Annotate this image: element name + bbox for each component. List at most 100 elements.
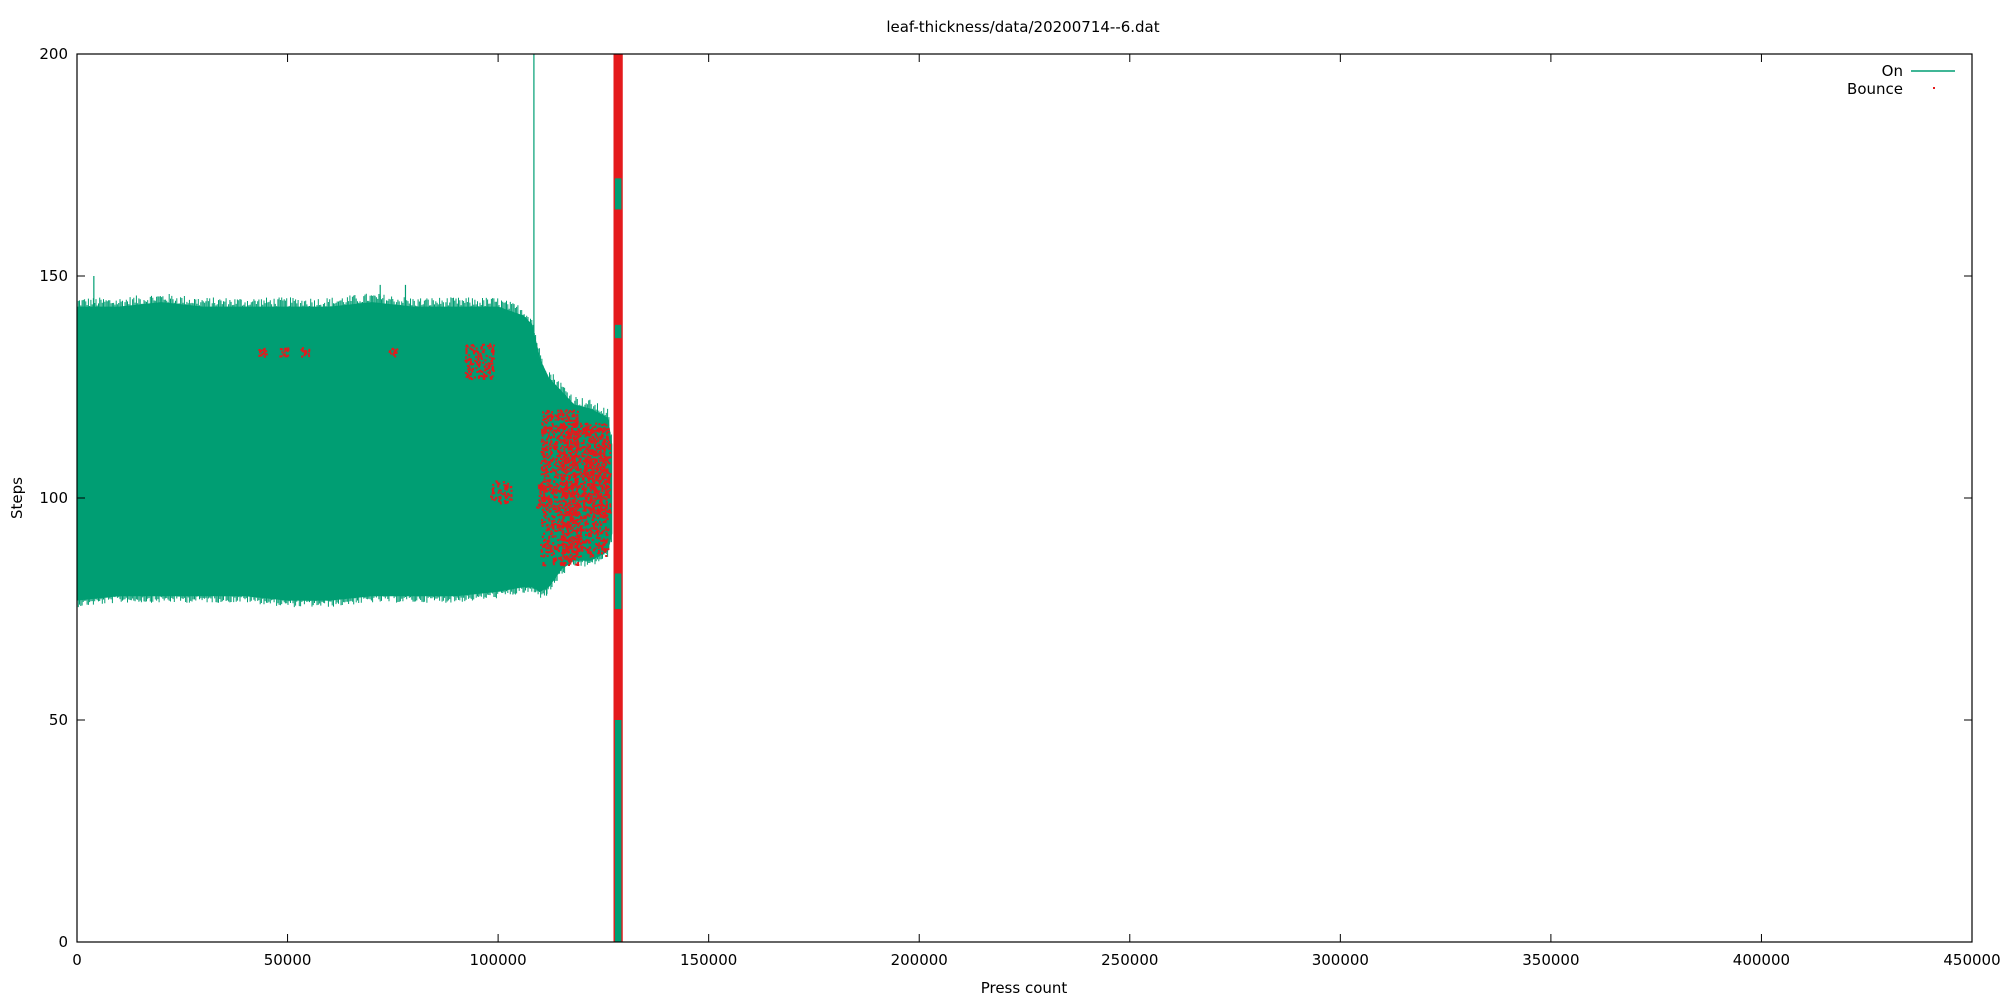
series-bounce-point	[585, 492, 588, 495]
series-bounce-point	[544, 486, 547, 489]
series-bounce-point	[492, 488, 494, 491]
series-bounce-point	[604, 494, 607, 497]
series-bounce-point	[572, 508, 575, 511]
series-bounce-point	[589, 475, 592, 477]
series-bounce-point	[560, 447, 563, 450]
series-bounce-point	[605, 531, 608, 534]
series-bounce-point	[565, 413, 568, 416]
series-bounce-point	[578, 549, 580, 552]
series-bounce-point	[604, 513, 607, 516]
series-bounce-point	[598, 447, 601, 450]
series-bounce-point	[572, 451, 575, 454]
series-bounce-point	[566, 443, 569, 446]
series-bounce-point	[573, 433, 576, 436]
series-bounce-point	[570, 452, 573, 454]
series-bounce-point	[574, 480, 577, 483]
series-bounce-point	[557, 539, 560, 542]
series-bounce-point	[464, 371, 467, 374]
series-bounce-point	[585, 433, 588, 436]
series-bounce-point	[594, 439, 597, 442]
series-bounce-point	[542, 545, 544, 548]
series-bounce-point	[590, 461, 593, 464]
series-bounce-point	[480, 357, 483, 360]
series-bounce-point	[567, 545, 570, 548]
series-bounce-point	[560, 432, 563, 434]
series-bounce-point	[549, 510, 552, 513]
series-bounce-point	[558, 550, 560, 553]
series-bounce-point	[585, 515, 588, 518]
series-bounce-point	[550, 419, 552, 422]
series-bounce-point	[586, 455, 589, 458]
series-bounce-point	[584, 432, 587, 435]
series-bounce-point	[554, 429, 557, 432]
series-on-envelope	[76, 302, 613, 601]
series-bounce-point	[465, 352, 468, 355]
series-bounce-point	[563, 563, 566, 566]
series-bounce-point	[492, 483, 495, 486]
series-bounce-point	[562, 524, 564, 527]
series-bounce-point	[562, 465, 565, 468]
series-bounce-point	[554, 500, 557, 503]
series-bounce-point	[558, 489, 561, 492]
series-bounce-point	[598, 495, 600, 498]
series-bounce-point	[609, 456, 612, 459]
series-bounce-point	[465, 350, 468, 353]
series-bounce-point	[561, 484, 564, 487]
series-bounce-point	[606, 518, 609, 521]
series-bounce-point	[498, 496, 501, 499]
series-bounce-point	[604, 483, 607, 486]
series-bounce-point	[551, 550, 554, 553]
series-bounce-point	[558, 518, 561, 521]
series-bounce-point	[589, 486, 592, 489]
series-bounce-point	[594, 475, 597, 478]
series-bounce-point	[543, 465, 546, 467]
series-bounce-point	[572, 476, 575, 479]
series-bounce-point	[593, 511, 596, 514]
series-bounce-point	[590, 495, 593, 498]
series-bounce-point	[469, 373, 472, 376]
series-bounce-point	[558, 438, 561, 441]
series-bounce-point	[577, 432, 580, 435]
series-bounce-point	[597, 496, 600, 499]
series-bounce-point	[478, 370, 481, 373]
series-bounce-point	[569, 518, 572, 521]
series-bounce-point	[557, 473, 560, 476]
series-bounce-point	[599, 435, 602, 438]
series-bounce-point	[557, 465, 560, 468]
series-bounce-point	[593, 438, 596, 441]
series-bounce-point	[545, 550, 548, 553]
series-bounce-point	[548, 489, 551, 492]
series-bounce-point	[569, 562, 572, 565]
series-bounce-point	[590, 458, 592, 461]
series-bounce-point	[570, 474, 573, 477]
series-bounce-point	[585, 460, 588, 463]
series-bounce-point	[563, 491, 566, 494]
series-bounce-point	[554, 557, 557, 560]
series-bounce-point	[567, 458, 570, 461]
series-bounce-point	[599, 512, 601, 515]
series-bounce-point	[302, 347, 304, 350]
series-bounce-point	[571, 546, 574, 549]
series-bounce-point	[549, 487, 552, 490]
x-axis-label: Press count	[981, 979, 1068, 997]
series-bounce-point	[561, 544, 564, 547]
series-bounce-point	[589, 434, 592, 437]
series-bounce-point	[599, 472, 602, 475]
series-bounce-point	[303, 354, 306, 357]
series-bounce-point	[544, 420, 547, 423]
series-bounce-point	[589, 511, 592, 514]
series-bounce-point	[565, 548, 568, 551]
series-bounce-point	[503, 487, 506, 490]
series-bounce-point	[585, 522, 588, 525]
series-bounce-point	[582, 540, 584, 543]
series-bounce-point	[483, 365, 486, 368]
series-bounce-point	[607, 510, 610, 513]
series-bounce-point	[581, 463, 584, 466]
series-bounce-point	[595, 531, 598, 533]
series-bounce-point	[502, 493, 505, 496]
series-bounce-point	[565, 502, 568, 505]
series-bounce-point	[562, 530, 565, 533]
series-bounce-point	[542, 508, 544, 511]
series-bounce-point	[566, 525, 569, 528]
series-bounce-point	[604, 526, 607, 529]
